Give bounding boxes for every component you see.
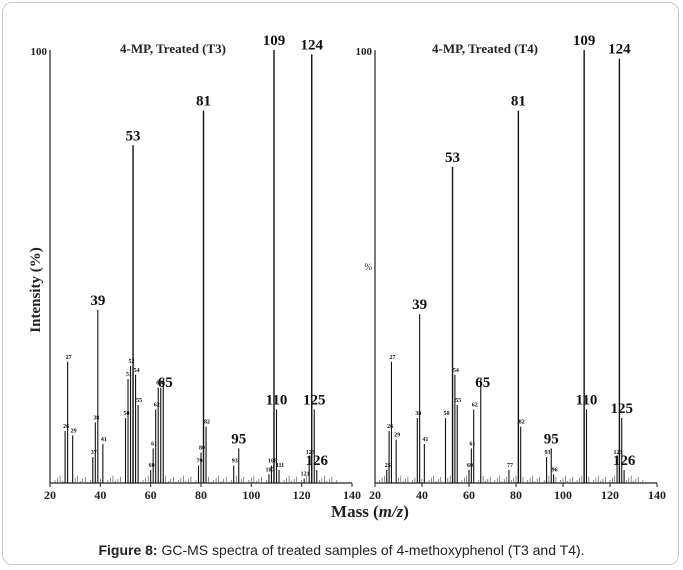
peak-label-major: 95 — [231, 431, 246, 447]
peak-label-minor: 108 — [268, 459, 277, 465]
peak-label-minor: 38 — [93, 415, 99, 421]
caption-label: Figure 8: — [98, 542, 158, 558]
peak-label-minor: 41 — [422, 437, 428, 443]
panel-title: 4-MP, Treated (T3) — [120, 41, 226, 56]
peak-label-major: 126 — [613, 453, 636, 469]
x-tick-label: 60 — [145, 488, 157, 502]
peak-label-major: 53 — [445, 150, 460, 166]
peak-label-minor: 54 — [453, 368, 459, 374]
x-tick-label: 140 — [648, 488, 666, 502]
peak-label-minor: 82 — [519, 420, 525, 426]
peak-label-minor: 27 — [389, 355, 395, 361]
peak-label-minor: 61 — [151, 441, 157, 447]
peak-label-major: 81 — [196, 94, 211, 110]
peak-label-minor: 29 — [394, 433, 400, 439]
peak-label-minor: 55 — [455, 398, 461, 404]
peak-label-minor: 123 — [614, 450, 623, 456]
peak-label-major: 125 — [611, 401, 634, 417]
peak-label-minor: 29 — [71, 428, 77, 434]
peak-label-minor: 121 — [301, 472, 310, 478]
x-tick-label: 120 — [293, 488, 311, 502]
peak-label-major: 126 — [306, 453, 329, 469]
x-tick-label: 40 — [94, 488, 106, 502]
peak-label-minor: 25 — [385, 463, 391, 469]
peak-label-major: 110 — [266, 392, 288, 408]
peak-label-major: 95 — [544, 431, 559, 447]
peak-label-minor: 111 — [276, 463, 284, 469]
x-tick-label: 100 — [554, 488, 572, 502]
peak-label-major: 39 — [90, 293, 105, 309]
peak-label-minor: 80 — [199, 446, 205, 452]
x-axis-label-suffix: ) — [403, 502, 409, 521]
peak-label-minor: 50 — [444, 411, 450, 417]
peak-label-minor: 41 — [101, 437, 107, 443]
y-side-mark: % — [365, 262, 373, 272]
peak-label-minor: 63 — [156, 381, 162, 387]
peak-label-major: 65 — [158, 375, 173, 391]
peak-label-major: 65 — [475, 375, 490, 391]
peak-label-minor: 51 — [126, 372, 132, 378]
x-axis-label-unit: m/z — [379, 502, 404, 521]
peak-label-minor: 62 — [154, 402, 160, 408]
y-max-label: 100 — [31, 46, 48, 58]
spectrum-panel-t4: 100% 4-MP, Treated (T4) 20 40 60 80 100 120 140 2… — [356, 33, 667, 502]
peak-label-minor: 26 — [63, 424, 69, 430]
peak-label-major: 53 — [126, 128, 141, 144]
peak-label-minor: 38 — [415, 411, 421, 417]
spectrum-panel-t3: 100 4-MP, Treated (T3) 20 40 60 80 100 120 140 26… — [31, 33, 362, 502]
x-tick-label: 120 — [601, 488, 619, 502]
peak-label-major: 125 — [303, 392, 326, 408]
x-axis-label-prefix: Mass ( — [331, 502, 379, 521]
y-axis-label: Intensity (%) — [28, 247, 44, 332]
x-tick-label: 20 — [44, 488, 56, 502]
x-tick-label: 20 — [369, 488, 381, 502]
y-max-label: 100 — [356, 46, 373, 58]
peak-label-minor: 60 — [467, 463, 473, 469]
peak-label-major: 110 — [576, 392, 598, 408]
x-tick-label: 60 — [463, 488, 475, 502]
peak-label-minor: 82 — [204, 420, 210, 426]
peak-label-minor: 54 — [134, 368, 140, 374]
peak-label-minor: 52 — [129, 359, 135, 365]
peak-label-minor: 79 — [196, 459, 202, 465]
peak-label-minor: 93 — [545, 450, 551, 456]
peak-label-minor: 62 — [472, 402, 478, 408]
x-tick-label: 140 — [343, 488, 361, 502]
peak-label-major: 124 — [300, 37, 323, 53]
figure-frame — [2, 2, 679, 565]
peak-label-major: 124 — [608, 42, 631, 58]
x-tick-label: 80 — [510, 488, 522, 502]
caption-text: GC-MS spectra of treated samples of 4-me… — [157, 542, 585, 558]
x-tick-label: 40 — [416, 488, 428, 502]
peak-label-minor: 37 — [91, 450, 97, 456]
peak-label-minor: 77 — [507, 463, 513, 469]
peak-label-minor: 27 — [66, 355, 72, 361]
x-tick-label: 80 — [195, 488, 207, 502]
peak-label-minor: 96 — [552, 467, 558, 473]
panel-title: 4-MP, Treated (T4) — [432, 41, 538, 56]
peak-label-minor: 50 — [124, 411, 130, 417]
peak-label-major: 81 — [511, 94, 526, 110]
peak-label-minor: 61 — [469, 441, 475, 447]
x-axis-label: Mass (m/z) — [331, 502, 409, 521]
figure-caption: Figure 8: GC-MS spectra of treated sampl… — [0, 542, 683, 558]
x-tick-label: 100 — [242, 488, 260, 502]
peak-label-minor: 55 — [136, 398, 142, 404]
peak-label-major: 39 — [412, 297, 427, 313]
peak-label-minor: 123 — [306, 450, 315, 456]
peak-label-minor: 93 — [232, 459, 238, 465]
peak-label-minor: 26 — [387, 424, 393, 430]
peak-label-minor: 107 — [265, 467, 274, 473]
peak-label-minor: 64 — [159, 381, 165, 387]
peak-label-major: 109 — [263, 33, 286, 49]
peak-label-minor: 60 — [149, 463, 155, 469]
peak-label-major: 109 — [573, 33, 596, 49]
